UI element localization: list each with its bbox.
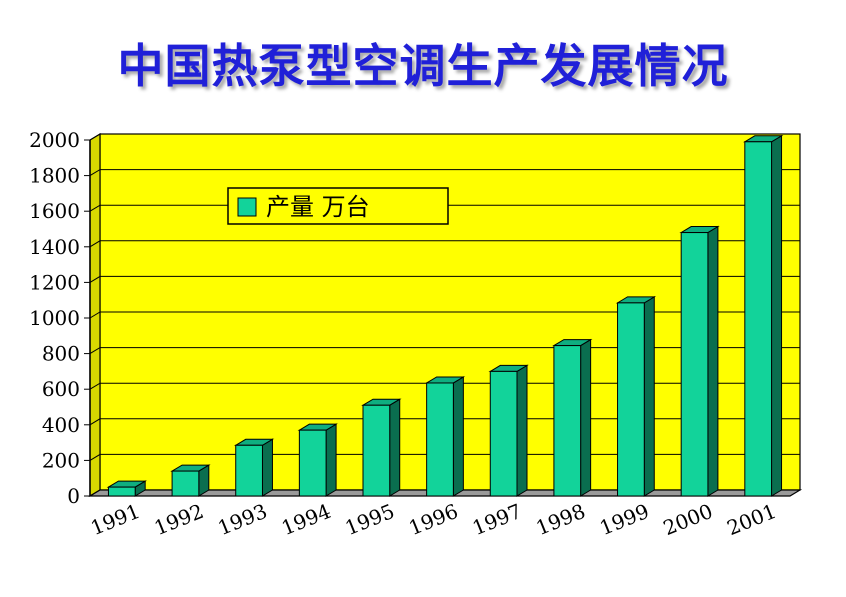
x-tick-label: 1996	[405, 499, 461, 540]
x-tick-label: 1992	[151, 499, 207, 540]
y-tick-label: 2000	[29, 128, 80, 152]
x-tick-label: 2000	[660, 499, 716, 540]
bar-face	[362, 404, 391, 497]
x-axis: 1991 1992 1993 1994 1995 1996 1997 1998 1999 2000…	[87, 499, 780, 540]
bar-1993	[233, 438, 275, 497]
x-tick-label: 2001	[723, 499, 779, 540]
bar-face	[489, 370, 518, 497]
y-tick-label: 800	[42, 342, 80, 366]
x-tick-label: 1994	[278, 499, 334, 540]
legend-swatch	[237, 197, 257, 217]
bar-1997	[488, 364, 529, 497]
legend-label: 产量 万台	[266, 193, 370, 221]
bar-face	[107, 486, 136, 497]
bars	[106, 134, 784, 497]
bar-face	[171, 470, 200, 497]
bar-face	[744, 141, 773, 497]
y-tick-label: 1000	[29, 306, 80, 330]
y-tick-label: 400	[42, 413, 80, 437]
bar-face	[553, 345, 582, 497]
bar-face	[680, 232, 709, 497]
gridline	[89, 240, 800, 248]
bar-side	[389, 398, 401, 497]
bar-side	[707, 225, 719, 497]
bar-side	[580, 338, 592, 497]
y-tick-label: 1200	[29, 270, 80, 294]
bar-side	[516, 364, 528, 497]
y-tick-label: 1600	[29, 199, 80, 223]
gridline	[89, 275, 800, 283]
bar-face	[235, 444, 263, 497]
bar-1994	[297, 423, 338, 497]
bar-2001	[743, 134, 784, 497]
gridline	[89, 169, 800, 177]
bar-side	[771, 134, 783, 497]
y-axis: 0 200 400 600 800 1000 1200 1400 1600 1800 2000	[29, 128, 91, 508]
x-tick-label: 1995	[342, 499, 398, 540]
bar-face	[426, 382, 454, 497]
x-tick-label: 1999	[596, 499, 652, 540]
bar-1991	[106, 480, 147, 497]
gridline	[89, 204, 800, 212]
bar-1996	[424, 376, 466, 497]
gridline	[89, 311, 800, 319]
x-tick-label: 1997	[469, 499, 525, 540]
bar-2000	[679, 225, 720, 497]
bar-1995	[361, 398, 402, 497]
y-tick-label: 0	[67, 484, 80, 508]
bar-face	[298, 429, 327, 497]
y-tick-label: 1400	[29, 235, 80, 259]
x-tick-label: 1998	[533, 499, 589, 540]
bar-side	[643, 295, 655, 497]
bar-1999	[615, 295, 657, 497]
x-tick-label: 1991	[87, 499, 143, 540]
y-tick-label: 200	[42, 448, 80, 472]
legend: 产量 万台	[227, 187, 449, 225]
bar-side	[261, 438, 273, 497]
legend-box	[227, 187, 449, 225]
gridline	[89, 133, 800, 141]
x-tick-label: 1993	[214, 499, 270, 540]
y-tick-label: 600	[42, 377, 80, 401]
bar-side	[452, 376, 464, 497]
bar-face	[617, 302, 645, 497]
bar-side	[325, 423, 337, 497]
bar-1992	[170, 464, 211, 497]
bar-1998	[552, 338, 593, 497]
y-tick-label: 1800	[29, 164, 80, 188]
chart-title: 中国热泵型空调生产发展情况	[117, 39, 729, 93]
